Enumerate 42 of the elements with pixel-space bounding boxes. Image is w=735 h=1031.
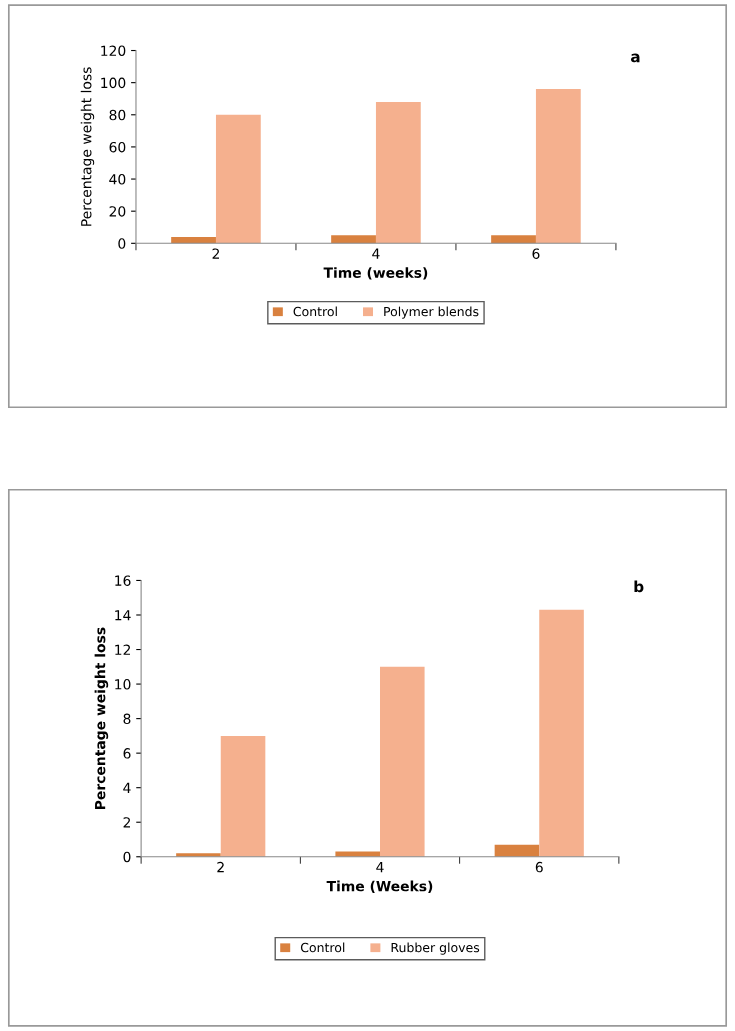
y-tick-label: 16 (115, 575, 131, 586)
text: a (630, 53, 640, 63)
bar (539, 609, 584, 857)
y-tick-label: 6 (123, 748, 131, 759)
legend-label: Rubber gloves (391, 942, 480, 955)
bar (535, 89, 581, 244)
y-tick-label: 0 (123, 851, 131, 863)
x-axis-title: Time (weeks) (323, 267, 428, 280)
x-tick-label: 4 (372, 248, 380, 259)
legend-label: Control (293, 306, 337, 317)
y-tick-label: 8 (123, 713, 131, 725)
x-tick-label: 6 (532, 248, 540, 259)
y-tick-label: 60 (109, 141, 126, 153)
y-tick-label: 10 (115, 679, 131, 690)
bar (494, 844, 540, 857)
y-tick-label: 0 (118, 238, 126, 249)
x-tick-label: 2 (212, 248, 219, 259)
bar (375, 101, 421, 244)
y-axis-title: Percentage weight loss (94, 627, 109, 810)
y-tick-label: 4 (123, 782, 131, 793)
y-tick-label: 2 (123, 817, 131, 828)
y-tick-label: 12 (115, 644, 131, 655)
y-tick-label: 20 (109, 206, 126, 217)
bar (220, 735, 266, 857)
x-tick-label: 2 (217, 861, 224, 873)
bar (331, 235, 376, 244)
bar (171, 236, 216, 244)
y-axis-title: Percentage weight loss (80, 67, 95, 226)
bar (215, 114, 261, 244)
text: b (634, 580, 644, 593)
legend-label: Control (300, 942, 345, 953)
bar (379, 666, 425, 857)
x-tick-label: 4 (376, 862, 384, 873)
y-tick-label: 80 (109, 109, 126, 121)
y-tick-label: 40 (109, 174, 126, 185)
bar (491, 235, 536, 244)
y-tick-label: 14 (115, 610, 131, 621)
x-axis-title: Time (Weeks) (326, 880, 433, 893)
y-tick-label: 120 (101, 45, 126, 56)
x-tick-label: 6 (535, 861, 543, 873)
y-tick-label: 100 (101, 77, 126, 89)
legend-label: Polymer blends (384, 306, 479, 319)
